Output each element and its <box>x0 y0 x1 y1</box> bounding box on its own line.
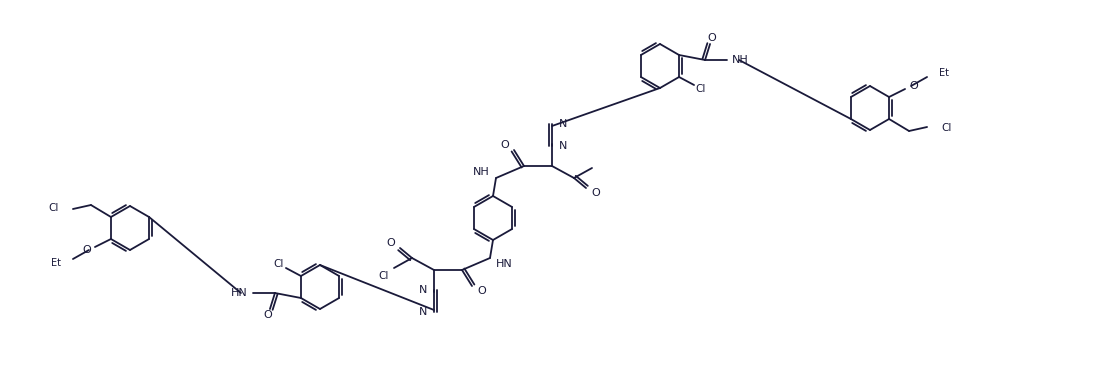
Text: N: N <box>419 285 427 295</box>
Text: NH: NH <box>473 167 490 177</box>
Text: N: N <box>419 307 427 317</box>
Text: HN: HN <box>231 288 248 298</box>
Text: N: N <box>559 141 567 151</box>
Text: Cl: Cl <box>695 84 706 94</box>
Text: O: O <box>500 140 509 150</box>
Text: Cl: Cl <box>48 203 59 213</box>
Text: Cl: Cl <box>941 123 951 133</box>
Text: O: O <box>386 238 395 248</box>
Text: Cl: Cl <box>274 259 284 269</box>
Text: HN: HN <box>496 259 512 269</box>
Text: NH: NH <box>732 55 749 65</box>
Text: Et: Et <box>939 68 949 78</box>
Text: O: O <box>708 33 716 43</box>
Text: O: O <box>82 245 91 255</box>
Text: N: N <box>559 119 567 129</box>
Text: O: O <box>909 81 918 91</box>
Text: Cl: Cl <box>378 271 389 281</box>
Text: O: O <box>591 188 600 198</box>
Text: Et: Et <box>50 258 61 268</box>
Text: O: O <box>263 310 272 320</box>
Text: O: O <box>477 286 486 296</box>
